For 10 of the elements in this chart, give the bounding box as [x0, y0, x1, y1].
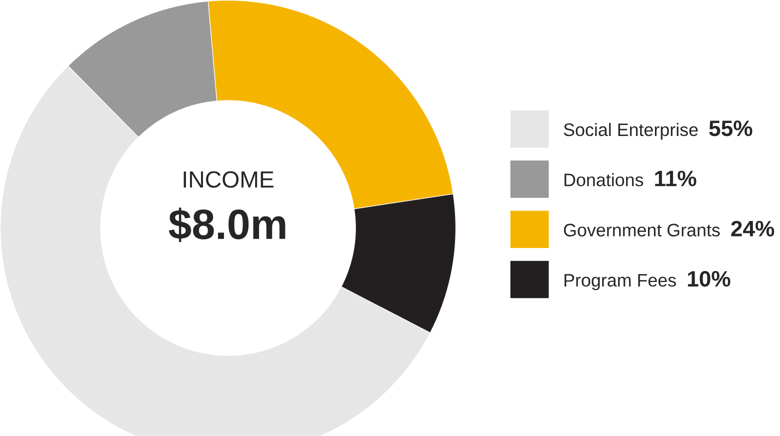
- legend-label: Program Fees: [564, 274, 676, 290]
- legend-label: Social Enterprise: [564, 123, 698, 140]
- data-label: 11%: [655, 170, 696, 186]
- legend-label: Government Grants: [564, 224, 720, 237]
- text: INCOME: [184, 171, 274, 188]
- data-label: 55%: [709, 120, 752, 136]
- legend-label: Donations: [564, 173, 644, 186]
- data-label: 24%: [731, 220, 774, 237]
- text: $8.0m: [168, 208, 286, 242]
- data-label: 10%: [688, 271, 730, 287]
